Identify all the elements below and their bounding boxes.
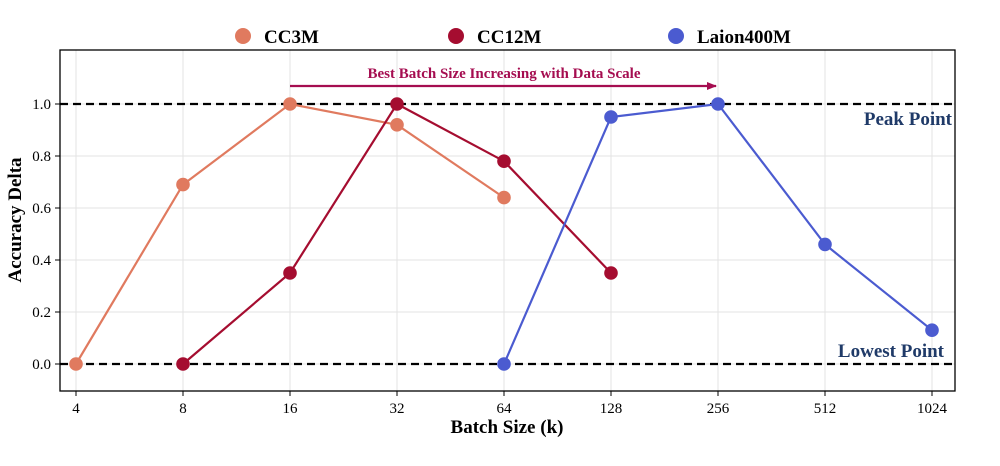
legend-label: CC12M	[477, 27, 541, 48]
y-tick-label: 0.2	[32, 305, 51, 321]
data-point	[497, 357, 511, 371]
x-tick-label: 32	[390, 401, 405, 417]
reference-lines	[60, 102, 955, 366]
data-point	[176, 177, 190, 192]
data-point	[604, 266, 618, 280]
y-axis-title: Accuracy Delta	[5, 157, 26, 283]
series-cc12m	[176, 97, 618, 371]
legend-label: Laion400M	[697, 27, 791, 48]
peak-point-label: Peak Point	[864, 109, 953, 130]
legend-item: CC12M	[448, 27, 541, 48]
data-point	[283, 266, 297, 280]
data-point	[497, 190, 511, 205]
data-point	[818, 237, 832, 252]
series-group	[69, 97, 939, 371]
x-axis-title: Batch Size (k)	[451, 417, 564, 438]
legend-item: CC3M	[235, 27, 319, 48]
reference-labels: Peak Point Lowest Point	[838, 109, 953, 362]
y-tick-label: 0.4	[32, 253, 51, 269]
legend-label: CC3M	[264, 27, 319, 48]
legend: CC3M CC12M Laion400M	[235, 27, 791, 48]
y-tick-label: 0.0	[32, 357, 51, 373]
x-tick-label: 256	[707, 401, 730, 417]
x-tick-label: 64	[497, 401, 513, 417]
x-tick-label: 8	[179, 401, 187, 417]
data-point	[390, 118, 404, 132]
y-tick-label: 1.0	[32, 97, 51, 113]
x-tick-label: 128	[600, 401, 623, 417]
series-cc3m	[69, 97, 511, 371]
data-point	[69, 357, 83, 371]
legend-marker	[448, 28, 464, 44]
x-axis-ticks: 4 8 16 32 64 128 256 512 1024	[72, 391, 948, 417]
x-tick-label: 4	[72, 401, 80, 417]
lowest-point-label: Lowest Point	[838, 341, 945, 362]
legend-marker	[668, 28, 684, 44]
data-point	[283, 97, 297, 111]
data-point	[604, 110, 618, 124]
data-point	[711, 97, 725, 111]
y-axis-ticks: 0.0 0.2 0.4 0.6 0.8 1.0	[32, 97, 60, 373]
series-laion400m	[497, 97, 939, 371]
x-tick-label: 1024	[917, 401, 948, 417]
grid	[60, 50, 955, 391]
data-point	[497, 154, 511, 168]
annotation-group: Best Batch Size Increasing with Data Sca…	[290, 66, 717, 90]
x-tick-label: 16	[283, 401, 299, 417]
legend-item: Laion400M	[668, 27, 791, 48]
data-point	[176, 357, 190, 371]
y-tick-label: 0.6	[32, 201, 51, 217]
x-tick-label: 512	[814, 401, 837, 417]
annotation-text: Best Batch Size Increasing with Data Sca…	[367, 66, 640, 82]
data-point	[925, 323, 939, 338]
data-point	[390, 97, 404, 111]
y-tick-label: 0.8	[32, 149, 51, 165]
legend-marker	[235, 28, 251, 44]
plot-frame	[59, 49, 956, 392]
